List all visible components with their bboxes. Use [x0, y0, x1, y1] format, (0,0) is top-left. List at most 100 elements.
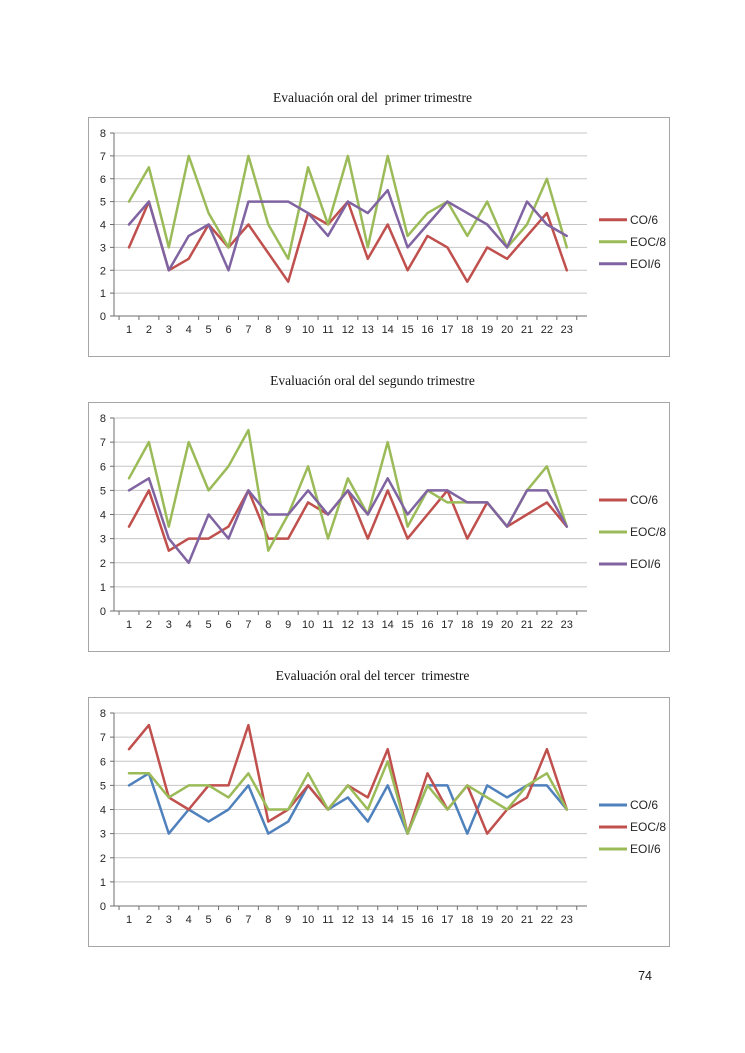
x-axis-tick-label: 16 [421, 324, 433, 336]
x-axis-tick-label: 11 [322, 619, 333, 631]
x-axis-tick-label: 20 [501, 914, 513, 926]
x-axis-tick-label: 17 [441, 619, 453, 631]
x-axis-tick-label: 6 [225, 914, 231, 926]
y-axis-tick-label: 6 [100, 461, 106, 473]
legend-label-eoi-6: EOI/6 [630, 842, 661, 856]
chart-title-tercer-trimestre: Evaluación oral del tercer trimestre [275, 668, 470, 683]
x-axis-tick-label: 9 [285, 914, 291, 926]
x-axis-tick-label: 3 [166, 914, 172, 926]
x-axis-tick-label: 6 [225, 619, 231, 631]
x-axis-tick-label: 8 [265, 619, 271, 631]
y-axis-tick-label: 6 [100, 756, 106, 768]
x-axis-tick-label: 16 [421, 619, 433, 631]
x-axis-tick-label: 5 [206, 619, 212, 631]
x-axis-tick-label: 18 [461, 324, 473, 336]
x-axis-tick-label: 17 [441, 324, 453, 336]
y-axis-tick-label: 2 [100, 558, 106, 570]
x-axis-tick-label: 13 [362, 914, 374, 926]
legend-label-co-6: CO/6 [630, 493, 658, 507]
legend-label-eoi-6: EOI/6 [630, 257, 661, 271]
y-axis-tick-label: 1 [100, 877, 106, 889]
x-axis-tick-label: 21 [521, 324, 533, 336]
x-axis-tick-label: 3 [166, 619, 172, 631]
y-axis-tick-label: 7 [100, 151, 106, 163]
page-number: 74 [638, 969, 652, 983]
chart-title-primer-trimestre: Evaluación oral del primer trimestre [272, 90, 473, 105]
y-axis-tick-label: 3 [100, 242, 106, 254]
chart-segundo-trimestre: 0 1 2 3 4 5 6 7 8 1 2 3 4 5 6 7 8 9 10 11 12 13 14 15 16 17 18 19 20… [88, 402, 670, 652]
legend-label-co-6: CO/6 [630, 798, 658, 812]
x-axis-tick-label: 16 [421, 914, 433, 926]
x-axis-tick-label: 22 [541, 619, 553, 631]
x-axis-tick-label: 15 [401, 914, 413, 926]
x-axis-tick-label: 19 [481, 619, 493, 631]
x-axis-tick-label: 7 [245, 914, 251, 926]
legend-label-eoi-6: EOI/6 [630, 557, 661, 571]
x-axis-tick-label: 10 [302, 914, 314, 926]
y-axis-tick-label: 5 [100, 197, 106, 209]
x-axis-tick-label: 22 [541, 914, 553, 926]
y-axis-tick-label: 0 [100, 901, 106, 913]
x-axis-tick-label: 11 [322, 914, 333, 926]
y-axis-tick-label: 7 [100, 437, 106, 449]
x-axis-tick-label: 20 [501, 619, 513, 631]
legend-label-co-6: CO/6 [630, 213, 658, 227]
y-axis-tick-label: 4 [100, 805, 106, 817]
y-axis-tick-label: 6 [100, 174, 106, 186]
series-line-eoc-8 [127, 154, 569, 261]
x-axis-tick-label: 18 [461, 619, 473, 631]
x-axis-tick-label: 4 [186, 324, 192, 336]
y-axis-tick-label: 5 [100, 780, 106, 792]
y-axis-tick-label: 1 [100, 582, 106, 594]
x-axis-tick-label: 7 [245, 324, 251, 336]
x-axis-tick-label: 19 [481, 914, 493, 926]
x-axis-tick-label: 12 [342, 914, 354, 926]
series-line-eoi-6 [127, 760, 569, 835]
chart-primer-trimestre: 0 1 2 3 4 5 6 7 8 1 2 3 4 5 6 7 8 9 10 11 12 13 14 15 16 17 18 19 20… [88, 117, 670, 357]
x-axis-tick-label: 9 [285, 324, 291, 336]
x-axis-tick-label: 19 [481, 324, 493, 336]
x-axis-tick-label: 17 [441, 914, 453, 926]
y-axis-tick-label: 0 [100, 311, 106, 323]
x-axis-tick-label: 15 [401, 324, 413, 336]
x-axis-tick-label: 18 [461, 914, 473, 926]
y-axis-tick-label: 3 [100, 534, 106, 546]
x-axis-tick-label: 10 [302, 324, 314, 336]
x-axis-tick-label: 23 [561, 914, 573, 926]
x-axis-tick-label: 23 [561, 619, 573, 631]
x-axis-tick-label: 13 [362, 324, 374, 336]
y-axis-tick-label: 1 [100, 288, 106, 300]
x-axis-tick-label: 3 [166, 324, 172, 336]
y-axis-tick-label: 8 [100, 413, 106, 425]
x-axis-tick-label: 14 [382, 914, 394, 926]
legend-label-eoc-8: EOC/8 [630, 525, 666, 539]
y-axis-tick-label: 0 [100, 606, 106, 618]
y-axis-tick-label: 8 [100, 128, 106, 140]
x-axis-tick-label: 8 [265, 324, 271, 336]
y-axis-tick-label: 4 [100, 510, 106, 522]
x-axis-tick-label: 23 [561, 324, 573, 336]
legend-label-eoc-8: EOC/8 [630, 235, 666, 249]
series-line-eoc-8 [127, 723, 569, 835]
x-axis-tick-label: 22 [541, 324, 553, 336]
x-axis-tick-label: 2 [146, 619, 152, 631]
legend-label-eoc-8: EOC/8 [630, 820, 666, 834]
x-axis-tick-label: 21 [521, 619, 533, 631]
x-axis-tick-label: 14 [382, 324, 394, 336]
x-axis-tick-label: 7 [245, 619, 251, 631]
x-axis-tick-label: 4 [186, 619, 192, 631]
x-axis-tick-label: 5 [206, 914, 212, 926]
x-axis-tick-label: 8 [265, 914, 271, 926]
x-axis-tick-label: 4 [186, 914, 192, 926]
x-axis-tick-label: 11 [322, 324, 333, 336]
series-line-eoi-6 [127, 477, 569, 565]
x-axis-tick-label: 13 [362, 619, 374, 631]
chart-tercer-trimestre: 0 1 2 3 4 5 6 7 8 1 2 3 4 5 6 7 8 9 10 11 12 13 14 15 16 17 18 19 20… [88, 697, 670, 947]
x-axis-tick-label: 21 [521, 914, 533, 926]
y-axis-tick-label: 8 [100, 708, 106, 720]
x-axis-tick-label: 20 [501, 324, 513, 336]
x-axis-tick-label: 12 [342, 619, 354, 631]
